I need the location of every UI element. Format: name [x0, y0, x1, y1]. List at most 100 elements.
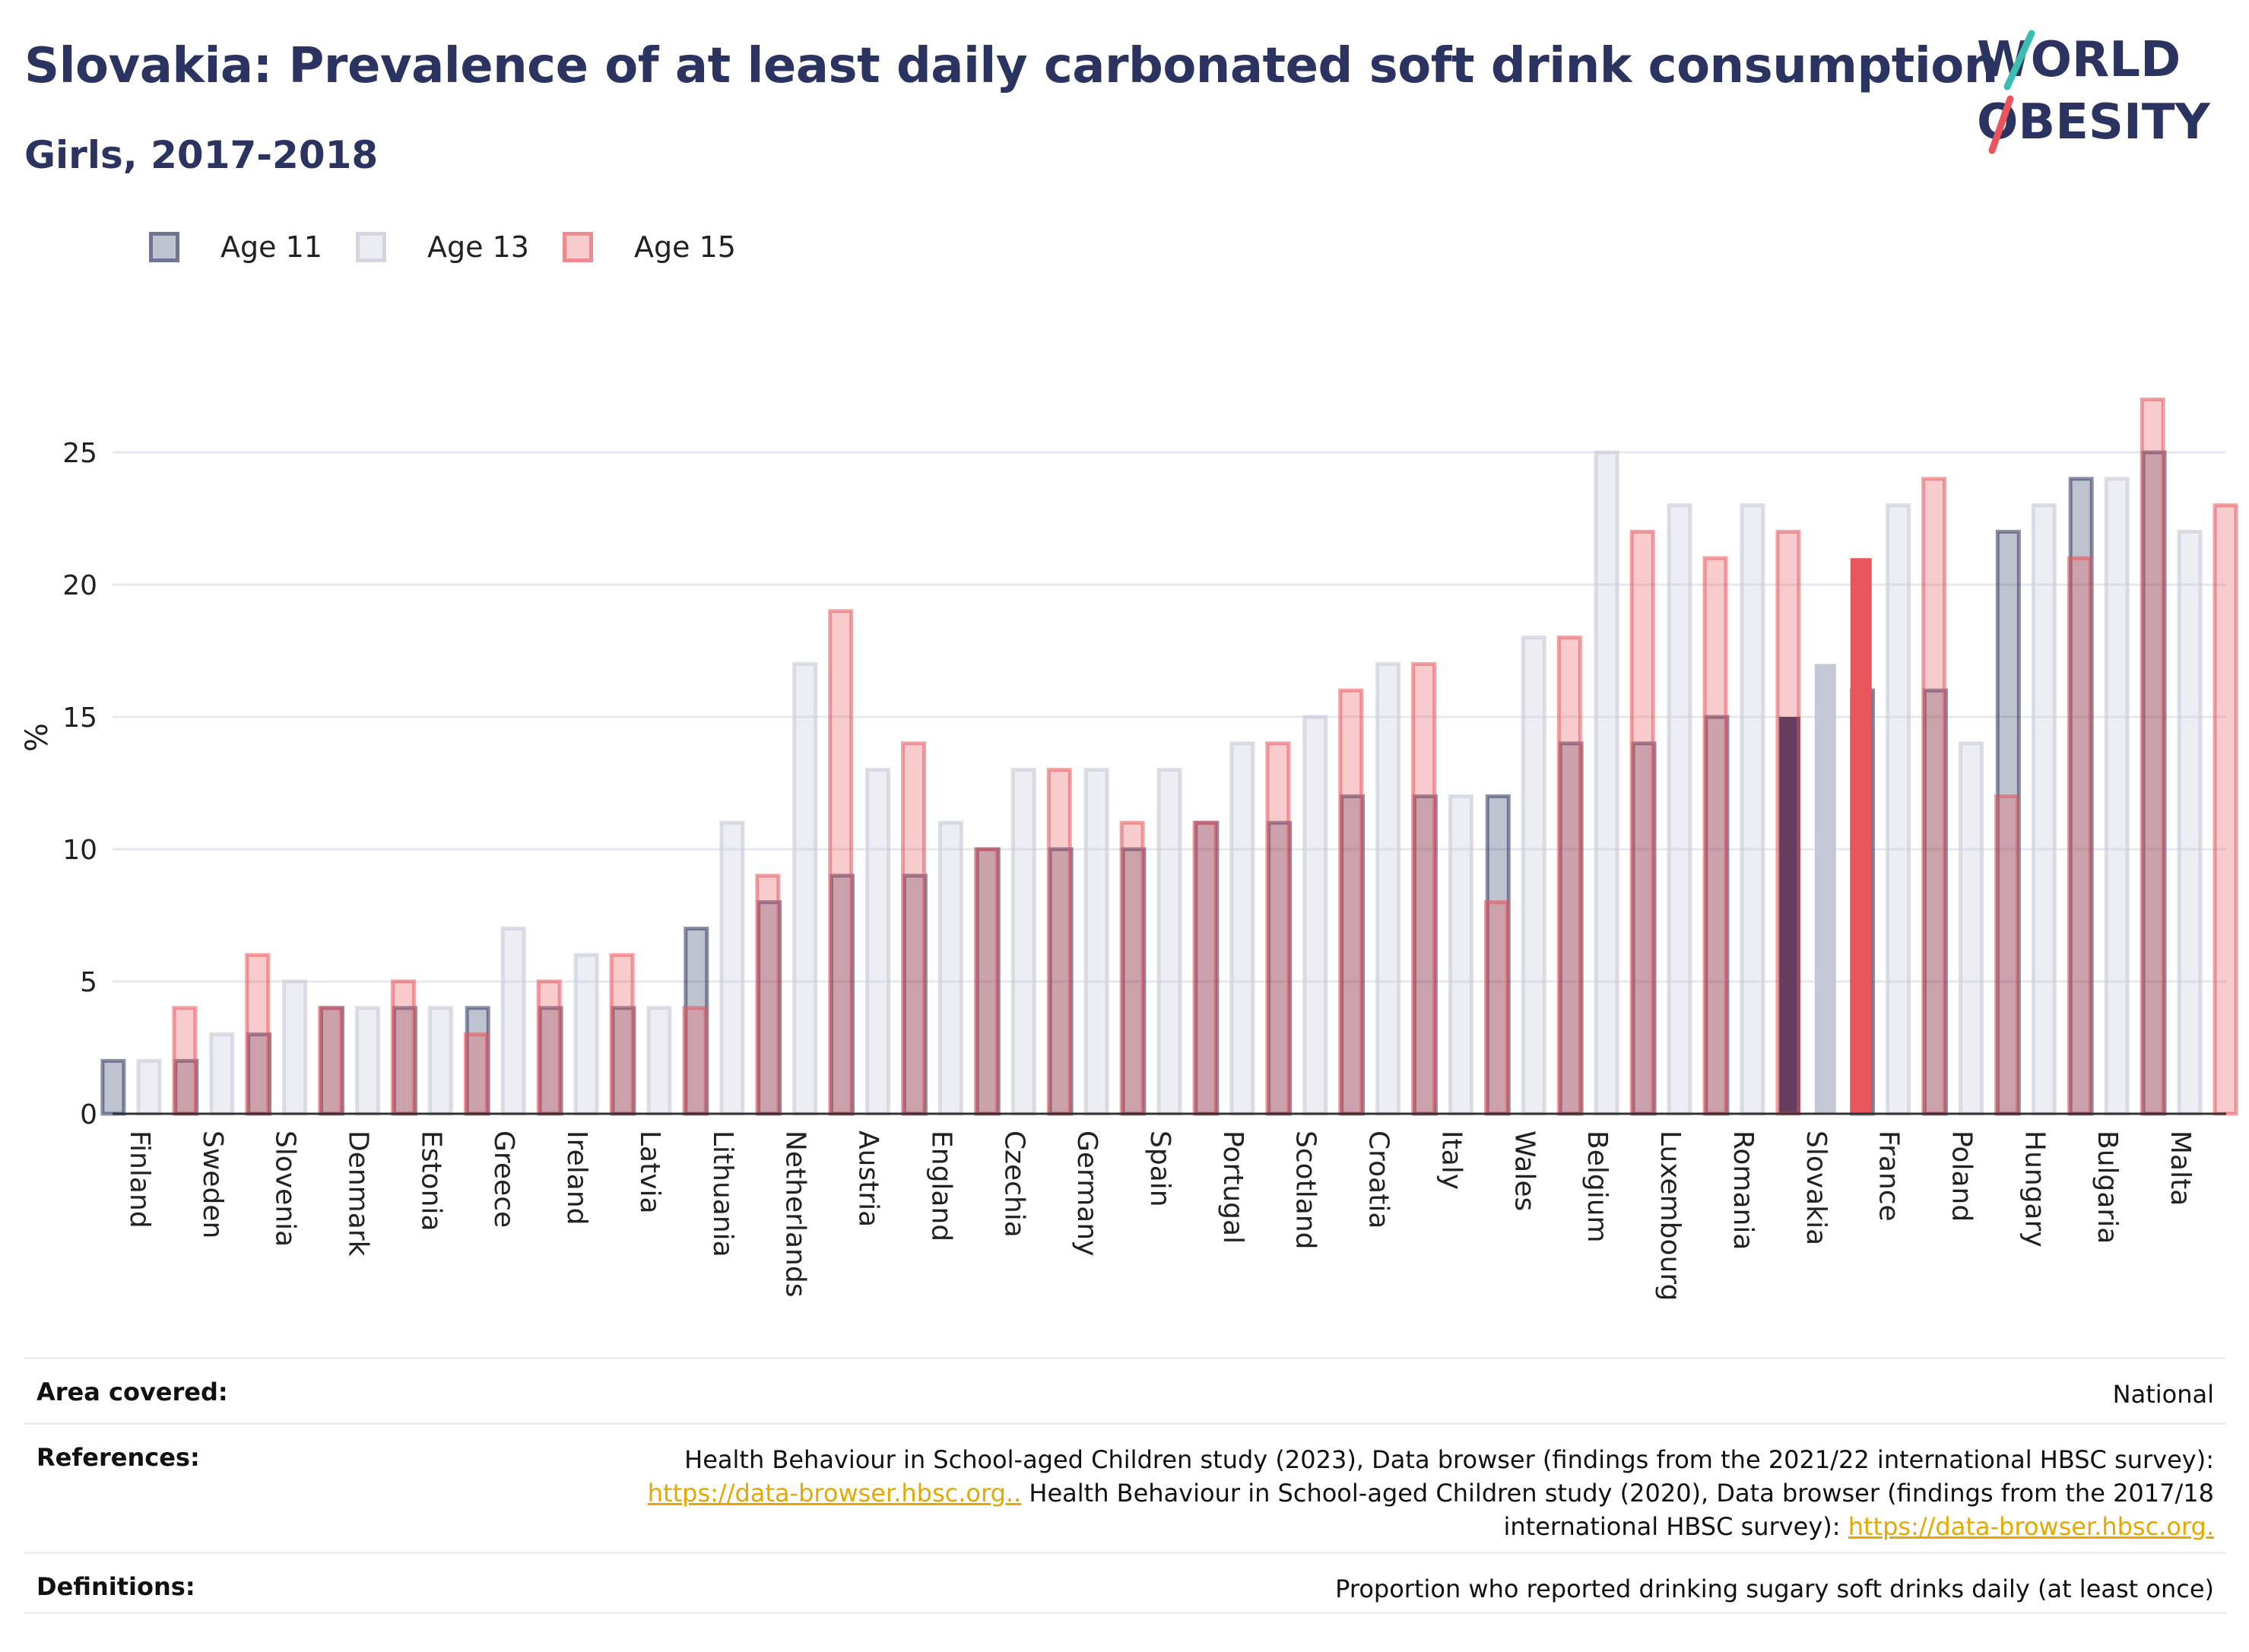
legend-label-age-11: Age 11	[220, 230, 322, 264]
x-tick-label-germany: Germany	[1071, 1130, 1102, 1256]
bar-netherlands-age-13[interactable]	[792, 661, 818, 1116]
x-tick-label-hungary: Hungary	[2019, 1130, 2050, 1248]
bar-ireland-age-13[interactable]	[573, 953, 599, 1116]
y-tick-label: 15	[62, 702, 97, 734]
bar-greece-age-13[interactable]	[500, 926, 526, 1116]
x-tick-label-ireland: Ireland	[561, 1130, 592, 1226]
bar-romania-age-11[interactable]	[1704, 715, 1730, 1116]
svg-text:OBESITY: OBESITY	[1977, 94, 2210, 151]
bar-estonia-age-13[interactable]	[427, 1006, 453, 1116]
bar-france-age-15[interactable]	[1921, 477, 1947, 1116]
x-tick-label-england: England	[925, 1130, 956, 1241]
bar-croatia-age-15[interactable]	[1411, 661, 1437, 1116]
definitions-label: Definitions:	[36, 1572, 195, 1601]
bar-italy-age-13[interactable]	[1448, 794, 1473, 1116]
x-tick-label-greece: Greece	[488, 1130, 519, 1228]
bar-belgium-age-15[interactable]	[1629, 529, 1655, 1116]
bar-croatia-age-13[interactable]	[1375, 661, 1401, 1116]
bar-portugal-age-13[interactable]	[1229, 741, 1255, 1116]
bar-belgium-age-13[interactable]	[1594, 450, 1619, 1116]
bar-slovakia-age-11[interactable]	[1778, 717, 1800, 1114]
legend-label-age-13: Age 13	[427, 230, 529, 264]
reference-text-3: international HBSC survey):	[1503, 1512, 1848, 1541]
footer-row-area: Area covered: National	[24, 1357, 2226, 1422]
bar-scotland-age-15[interactable]	[1338, 688, 1364, 1116]
bar-denmark-age-15[interactable]	[391, 979, 417, 1116]
bar-finland-age-15[interactable]	[172, 1006, 198, 1116]
bar-ireland-age-15[interactable]	[609, 953, 635, 1116]
bar-denmark-age-13[interactable]	[355, 1006, 381, 1116]
bar-hungary-age-15[interactable]	[2067, 556, 2092, 1116]
bar-bulgaria-age-13[interactable]	[2104, 477, 2130, 1116]
bar-malta-age-15[interactable]	[2213, 503, 2238, 1116]
bar-malta-age-13[interactable]	[2177, 529, 2203, 1116]
bar-latvia-age-13[interactable]	[646, 1006, 672, 1116]
bar-czechia-age-15[interactable]	[1046, 768, 1072, 1116]
x-tick-label-slovakia: Slovakia	[1800, 1130, 1832, 1245]
bar-germany-age-15[interactable]	[1119, 820, 1145, 1116]
bar-poland-age-15[interactable]	[1994, 794, 2019, 1116]
bar-chart: 0 5 10 15 20 25 % Finland Sweden Slovenia Denmar…	[20, 397, 2238, 1301]
bar-wales-age-13[interactable]	[1521, 636, 1546, 1116]
bar-finland-age-13[interactable]	[136, 1058, 162, 1116]
bar-slovakia-age-13[interactable]	[1814, 664, 1836, 1114]
x-tick-label-austria: Austria	[853, 1130, 884, 1227]
x-tick-label-latvia: Latvia	[634, 1130, 665, 1214]
bar-austria-age-13[interactable]	[865, 768, 891, 1116]
bar-luxembourg-age-13[interactable]	[1667, 503, 1692, 1116]
bar-scotland-age-13[interactable]	[1302, 715, 1328, 1116]
x-tick-label-denmark: Denmark	[343, 1130, 374, 1257]
references-label: References:	[36, 1443, 200, 1472]
bar-latvia-age-15[interactable]	[682, 1006, 708, 1116]
x-tick-label-czechia: Czechia	[998, 1130, 1029, 1238]
x-tick-label-spain: Spain	[1144, 1130, 1175, 1207]
bar-wales-age-15[interactable]	[1556, 636, 1582, 1116]
bar-estonia-age-15[interactable]	[463, 1032, 489, 1116]
bar-slovenia-age-13[interactable]	[282, 979, 308, 1116]
x-tick-label-scotland: Scotland	[1290, 1130, 1321, 1250]
bar-england-age-15[interactable]	[973, 847, 999, 1116]
bar-netherlands-age-15[interactable]	[828, 609, 854, 1116]
x-tick-label-netherlands: Netherlands	[780, 1130, 811, 1297]
bar-finland-age-11[interactable]	[100, 1058, 126, 1116]
bar-spain-age-15[interactable]	[1192, 820, 1218, 1116]
chart-subtitle: Girls, 2017-2018	[24, 133, 379, 177]
bar-greece-age-15[interactable]	[536, 979, 562, 1116]
footer-row-references: References: Health Behaviour in School-a…	[24, 1422, 2226, 1552]
x-tick-label-finland: Finland	[124, 1130, 155, 1229]
reference-text-2: Health Behaviour in School-aged Children…	[1021, 1479, 2214, 1508]
reference-text-1: Health Behaviour in School-aged Children…	[684, 1445, 2214, 1474]
bar-portugal-age-15[interactable]	[1265, 741, 1291, 1116]
bar-france-age-13[interactable]	[1886, 503, 1911, 1116]
bar-england-age-13[interactable]	[937, 820, 963, 1116]
bar-romania-age-15[interactable]	[1775, 529, 1801, 1116]
chart-title: Slovakia: Prevalence of at least daily c…	[24, 38, 1998, 94]
bar-sweden-age-13[interactable]	[209, 1032, 235, 1116]
y-tick-label: 25	[62, 438, 97, 469]
bar-hungary-age-13[interactable]	[2031, 503, 2057, 1116]
bar-spain-age-13[interactable]	[1156, 768, 1182, 1116]
bar-luxembourg-age-15[interactable]	[1702, 556, 1728, 1116]
reference-link-1[interactable]: https://data-browser.hbsc.org..	[647, 1479, 1022, 1508]
area-covered-value: National	[2112, 1380, 2214, 1409]
bar-germany-age-13[interactable]	[1083, 768, 1109, 1116]
bar-czechia-age-13[interactable]	[1010, 768, 1036, 1116]
bar-poland-age-13[interactable]	[1958, 741, 1984, 1116]
bar-romania-age-13[interactable]	[1740, 503, 1765, 1116]
bar-sweden-age-15[interactable]	[245, 953, 271, 1116]
bar-italy-age-15[interactable]	[1483, 900, 1509, 1116]
legend-swatch-age-11	[149, 232, 179, 262]
bar-slovenia-age-15[interactable]	[318, 1006, 344, 1116]
footer-row-definitions: Definitions: Proportion who reported dri…	[24, 1552, 2226, 1614]
bar-slovakia-age-15[interactable]	[1850, 558, 1872, 1114]
x-axis-ticks: Finland Sweden Slovenia Denmark Estonia Greec…	[124, 1130, 2196, 1301]
references-value: Health Behaviour in School-aged Children…	[648, 1443, 2214, 1543]
legend-label-age-15: Age 15	[634, 230, 736, 264]
bar-austria-age-15[interactable]	[901, 741, 927, 1116]
x-tick-label-italy: Italy	[1435, 1130, 1467, 1190]
bar-lithuania-age-13[interactable]	[719, 820, 745, 1116]
legend-swatch-age-13	[356, 232, 386, 262]
reference-link-2[interactable]: https://data-browser.hbsc.org.	[1848, 1512, 2214, 1541]
bar-bulgaria-age-15[interactable]	[2140, 397, 2165, 1116]
bar-lithuania-age-15[interactable]	[755, 874, 781, 1116]
